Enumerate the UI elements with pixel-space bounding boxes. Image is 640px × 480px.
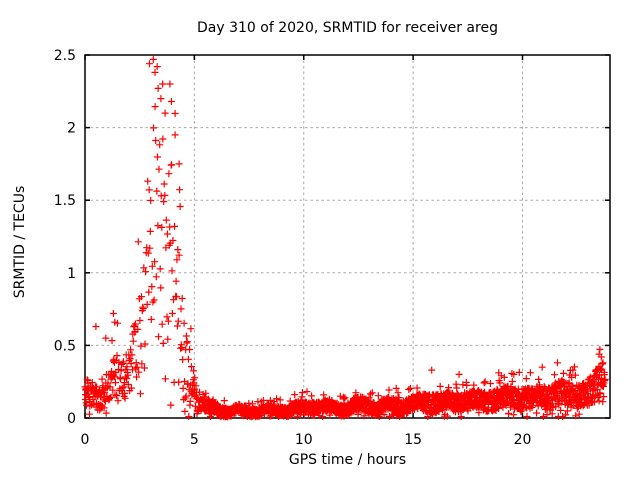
chart-title: Day 310 of 2020, SRMTID for receiver are…	[197, 20, 498, 36]
x-tick-label: 5	[190, 432, 199, 448]
x-tick-label: 0	[81, 432, 90, 448]
y-tick-label: 2.5	[54, 48, 76, 64]
x-axis-title: GPS time / hours	[288, 452, 407, 468]
x-tick-label: 10	[295, 432, 313, 448]
scatter-series-srmtid	[81, 55, 609, 421]
x-tick-label: 15	[404, 432, 422, 448]
y-tick-label: 0	[67, 411, 76, 427]
y-tick-label: 1.5	[54, 193, 76, 209]
plot-border	[84, 54, 611, 419]
y-tick-label: 0.5	[54, 338, 76, 354]
y-tick-label: 1	[67, 266, 76, 282]
x-tick-label: 20	[514, 432, 532, 448]
y-tick-label: 2	[67, 121, 76, 137]
